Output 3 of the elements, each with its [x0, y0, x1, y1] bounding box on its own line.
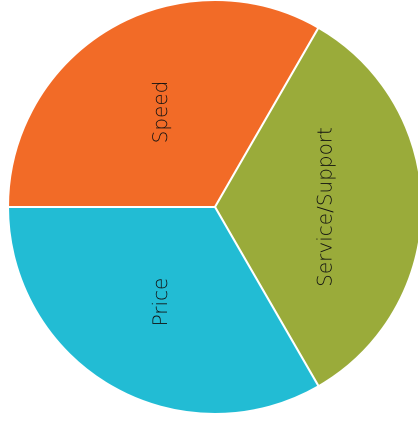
slice-label: Price [148, 278, 172, 326]
slice-label: Service/Support [312, 127, 337, 287]
slice-label: Speed [148, 80, 172, 144]
